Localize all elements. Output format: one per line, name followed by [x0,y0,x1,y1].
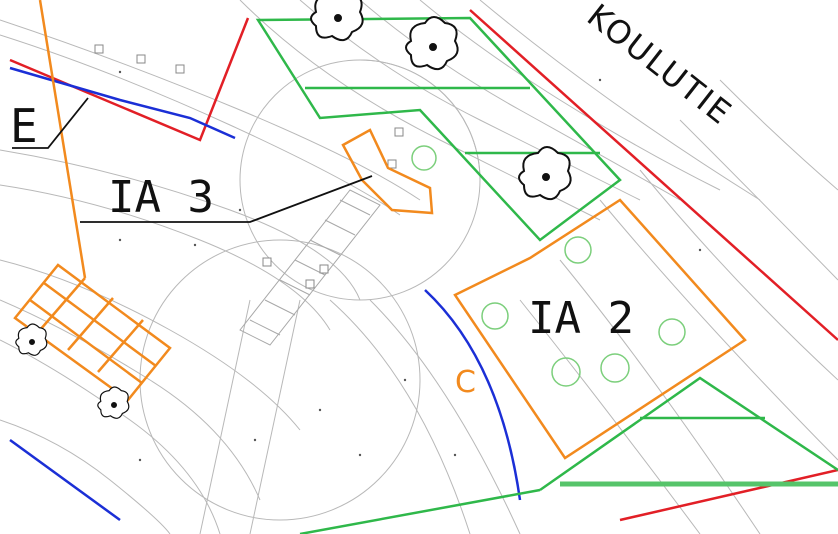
orange-areas [13,0,747,460]
planned-tree-icon [600,353,630,383]
leader-lines [12,97,373,223]
square-post-icon [319,264,329,274]
hatched-path [239,189,381,346]
edge-letter-label: E [10,99,38,153]
flower-tree-icon [405,16,459,71]
area-2-label: IA 2 [528,293,634,344]
square-post-icon-group [94,44,404,289]
planned-tree-icon [658,318,686,346]
planned-tree-icon [411,145,437,171]
orange-grid [13,0,172,402]
square-post-icon [136,54,146,64]
planned-tree-icon [481,302,509,330]
blue-boundaries [9,66,522,522]
area-2-outline [453,198,747,460]
survey-dots [118,70,702,462]
square-post-icon [387,159,397,169]
flower-tree-icon [518,146,572,201]
planned-tree-icon [551,357,581,387]
planned-tree-icon [564,236,592,264]
flower-tree-icon [97,386,130,419]
square-post-icon [305,279,315,289]
square-post-icon [175,64,185,74]
green-zones [255,16,838,534]
flower-tree-icon [310,0,364,42]
square-post-icon [94,44,104,54]
square-post-icon [262,257,272,267]
orange-mark-label: C [455,365,476,400]
area-3-label: IA 3 [108,172,214,223]
area-3-outline [341,128,434,215]
square-post-icon [394,127,404,137]
tree-group [15,0,572,419]
flower-tree-icon [15,323,48,356]
planned-tree-group [411,145,686,387]
